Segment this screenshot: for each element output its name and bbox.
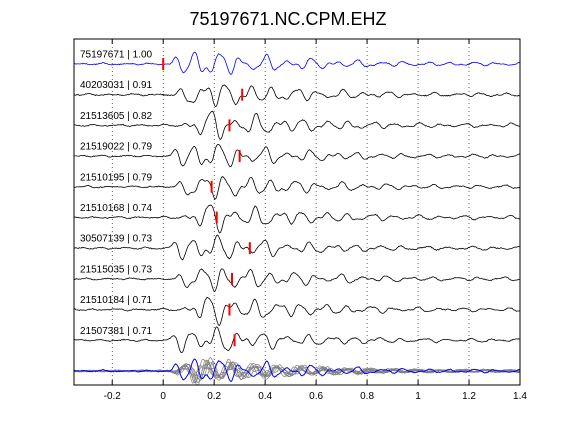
plot-frame <box>73 38 521 386</box>
traces <box>73 51 521 386</box>
trace-label: 21510168 | 0.74 <box>80 203 153 214</box>
x-tick-label: 0.4 <box>258 391 272 402</box>
trace-label: 75197671 | 1.00 <box>80 50 153 61</box>
trace-line <box>73 110 521 141</box>
trace-line <box>73 84 521 108</box>
reference-trace <box>73 51 521 76</box>
stack-reference-trace <box>73 358 521 383</box>
picks <box>162 58 251 347</box>
trace-line <box>73 326 521 354</box>
trace-labels: 75197671 | 1.00 40203031 | 0.91 21513605 |… <box>80 50 153 337</box>
trace-line <box>73 234 521 261</box>
x-tick-label: -0.2 <box>104 391 122 402</box>
x-axis: -0.2 0 0.2 0.4 0.6 0.8 1 1.2 1.4 <box>104 39 527 402</box>
trace-label: 21510184 | 0.71 <box>80 295 153 306</box>
trace-label: 21507381 | 0.71 <box>80 326 153 337</box>
trace-label: 21513605 | 0.82 <box>80 111 153 122</box>
trace-label: 21519022 | 0.79 <box>80 142 153 153</box>
x-tick-label: 1.2 <box>462 391 476 402</box>
stack-trace <box>74 358 520 384</box>
x-tick-label: 0.2 <box>207 391 221 402</box>
trace-line <box>73 268 521 292</box>
trace-line <box>74 143 521 168</box>
chart-title: 75197671.NC.CPM.EHZ <box>189 9 386 29</box>
trace-line <box>73 296 521 327</box>
x-tick-label: 0.8 <box>360 391 374 402</box>
trace-label: 21515035 | 0.73 <box>80 264 153 275</box>
x-tick-label: 1.4 <box>513 391 527 402</box>
trace-line <box>73 176 521 200</box>
x-tick-label: 0.6 <box>309 391 323 402</box>
x-tick-label: 1 <box>415 391 421 402</box>
trace-label: 30507139 | 0.73 <box>80 234 153 245</box>
trace-label: 21510195 | 0.79 <box>80 172 153 183</box>
trace-line <box>73 204 521 234</box>
trace-label: 40203031 | 0.91 <box>80 80 153 91</box>
x-tick-label: 0 <box>160 391 166 402</box>
